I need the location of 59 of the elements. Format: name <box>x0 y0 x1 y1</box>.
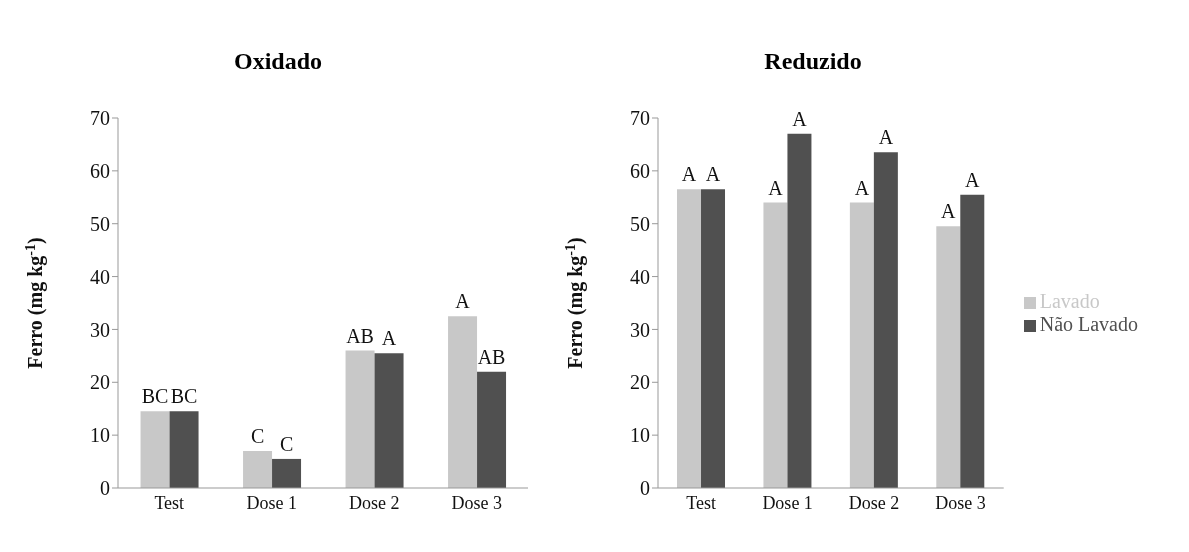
chart-title: Oxidado <box>233 47 323 76</box>
data-label: C <box>279 432 294 455</box>
x-tick-label: Dose 2 <box>349 492 400 513</box>
bar <box>787 133 812 488</box>
x-tick-label: Dose 1 <box>246 492 297 513</box>
bar <box>477 371 507 488</box>
y-tick-label: 40 <box>90 265 110 288</box>
y-tick-label: 50 <box>90 212 110 235</box>
y-tick-label: 0 <box>640 477 650 500</box>
y-tick-label: 30 <box>630 318 650 341</box>
y-tick-label: 70 <box>90 107 110 130</box>
y-tick-label: 20 <box>90 371 110 394</box>
bar <box>345 350 375 488</box>
data-label: AB <box>346 324 374 347</box>
y-tick-label: 10 <box>630 424 650 447</box>
chart-title: Reduzido <box>763 47 863 76</box>
data-label: A <box>941 200 957 223</box>
data-label: BC <box>141 385 169 408</box>
bar <box>140 411 170 488</box>
bar <box>936 226 961 488</box>
x-tick-label: Test <box>686 492 717 513</box>
legend-label: Não Lavado <box>1039 313 1138 335</box>
data-label: A <box>965 168 981 191</box>
data-label: A <box>705 163 721 186</box>
y-tick-label: 60 <box>630 159 650 182</box>
bar <box>763 202 788 488</box>
data-label: AB <box>477 345 506 368</box>
data-label: A <box>792 107 808 130</box>
data-label: A <box>768 176 784 199</box>
data-label: A <box>381 327 397 350</box>
bar <box>849 202 874 488</box>
data-label: A <box>854 176 870 199</box>
x-tick-label: Dose 3 <box>451 492 502 513</box>
x-tick-label: Dose 2 <box>848 492 900 513</box>
y-tick-label: 70 <box>630 107 650 130</box>
bar <box>243 451 273 488</box>
x-tick-label: Dose 1 <box>762 492 813 513</box>
bar <box>374 353 404 488</box>
y-tick-label: 50 <box>630 212 650 235</box>
y-tick-label: 20 <box>630 371 650 394</box>
y-tick-label: 30 <box>90 318 110 341</box>
x-tick-label: Test <box>154 492 185 513</box>
data-label: A <box>455 290 471 313</box>
data-label: A <box>681 163 697 186</box>
x-tick-label: Dose 3 <box>935 492 986 513</box>
data-label: A <box>878 126 894 149</box>
bar <box>873 152 898 488</box>
y-tick-label: 0 <box>100 477 110 500</box>
y-tick-label: 40 <box>630 265 650 288</box>
data-label: C <box>250 425 265 447</box>
data-label: BC <box>170 385 198 408</box>
bar <box>701 189 726 488</box>
bar <box>960 194 985 488</box>
bar <box>448 316 478 488</box>
y-tick-label: 10 <box>90 424 110 447</box>
bar <box>677 189 702 488</box>
bar <box>272 458 302 488</box>
bar <box>169 411 199 488</box>
y-tick-label: 60 <box>90 159 110 182</box>
